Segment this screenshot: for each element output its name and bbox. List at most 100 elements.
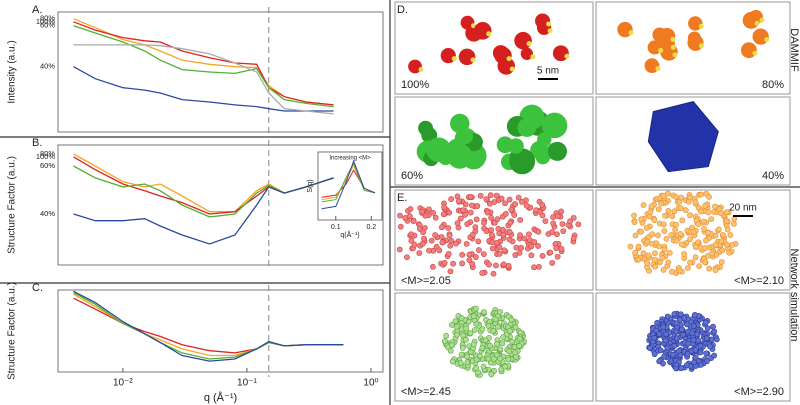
node bbox=[411, 241, 418, 248]
blob bbox=[647, 101, 719, 173]
node bbox=[676, 267, 683, 274]
blob bbox=[447, 143, 473, 169]
node bbox=[516, 343, 523, 349]
link bbox=[655, 66, 661, 72]
node bbox=[464, 359, 471, 366]
node bbox=[724, 226, 731, 233]
node bbox=[454, 331, 460, 338]
node bbox=[498, 195, 505, 202]
node bbox=[704, 358, 710, 365]
node bbox=[487, 342, 493, 349]
cell-label: <M>=2.90 bbox=[734, 386, 784, 398]
plot-frame bbox=[57, 144, 384, 266]
link bbox=[628, 30, 634, 36]
node bbox=[673, 335, 680, 342]
node bbox=[445, 225, 452, 231]
node bbox=[473, 365, 480, 372]
node bbox=[662, 212, 668, 219]
node bbox=[660, 193, 667, 199]
node bbox=[713, 336, 720, 343]
node bbox=[692, 347, 699, 353]
node bbox=[673, 221, 679, 228]
node bbox=[421, 235, 427, 242]
node bbox=[567, 218, 573, 225]
node bbox=[684, 321, 690, 328]
node bbox=[554, 231, 560, 238]
node bbox=[677, 205, 684, 212]
node bbox=[690, 229, 697, 236]
bead bbox=[494, 46, 512, 65]
blob bbox=[517, 118, 537, 137]
link bbox=[546, 21, 552, 27]
node bbox=[685, 198, 692, 205]
link bbox=[470, 57, 476, 63]
node bbox=[664, 344, 671, 351]
node bbox=[536, 263, 542, 270]
link bbox=[754, 20, 760, 26]
node bbox=[673, 365, 679, 372]
node bbox=[651, 351, 658, 358]
series-line bbox=[73, 66, 334, 112]
node bbox=[473, 216, 480, 223]
x-tick-label: 10⁻² bbox=[113, 378, 133, 389]
node bbox=[443, 332, 450, 339]
node bbox=[402, 215, 409, 221]
node bbox=[659, 255, 666, 261]
node bbox=[670, 351, 676, 358]
node bbox=[439, 239, 446, 246]
node bbox=[672, 226, 679, 233]
link bbox=[530, 54, 536, 60]
node bbox=[644, 260, 651, 266]
panel-label: B. bbox=[32, 137, 42, 149]
node bbox=[467, 193, 474, 200]
node bbox=[697, 343, 704, 349]
y-axis-label: Structure Factor (a.u.) bbox=[7, 282, 18, 380]
node bbox=[649, 231, 656, 238]
node bbox=[494, 351, 500, 358]
node bbox=[656, 243, 662, 250]
bead bbox=[752, 28, 769, 45]
node bbox=[671, 311, 678, 317]
node bbox=[462, 201, 469, 208]
node bbox=[506, 228, 513, 235]
node bbox=[473, 356, 480, 363]
node bbox=[691, 359, 697, 366]
side-label: Network simulation bbox=[788, 249, 800, 342]
node bbox=[488, 214, 495, 221]
node bbox=[695, 221, 702, 228]
node bbox=[692, 254, 699, 261]
node bbox=[472, 224, 479, 231]
node bbox=[678, 194, 685, 201]
node bbox=[671, 342, 678, 349]
series-line bbox=[73, 177, 334, 245]
node bbox=[453, 240, 459, 247]
series-line bbox=[73, 292, 344, 360]
node bbox=[697, 361, 704, 368]
node bbox=[482, 337, 489, 344]
node bbox=[476, 352, 483, 359]
x-tick-label: 10⁻¹ bbox=[237, 378, 257, 389]
series-label: 60% bbox=[40, 161, 55, 170]
scale-bar-label: 5 nm bbox=[537, 66, 559, 77]
bead bbox=[460, 15, 475, 30]
node bbox=[695, 337, 702, 344]
cell-label: <M>=2.45 bbox=[401, 386, 451, 398]
series-line bbox=[321, 164, 376, 201]
node bbox=[679, 217, 686, 224]
node bbox=[495, 225, 502, 232]
series-line bbox=[73, 290, 344, 362]
series-label: 80% bbox=[40, 149, 55, 158]
node bbox=[420, 229, 427, 236]
node bbox=[723, 241, 730, 248]
node bbox=[470, 341, 477, 348]
node bbox=[627, 243, 634, 250]
link bbox=[658, 47, 664, 53]
node bbox=[729, 241, 736, 248]
node bbox=[687, 236, 693, 243]
node bbox=[432, 232, 439, 238]
bead bbox=[408, 59, 422, 74]
node bbox=[512, 201, 518, 207]
node bbox=[448, 237, 455, 244]
bead bbox=[742, 11, 760, 29]
